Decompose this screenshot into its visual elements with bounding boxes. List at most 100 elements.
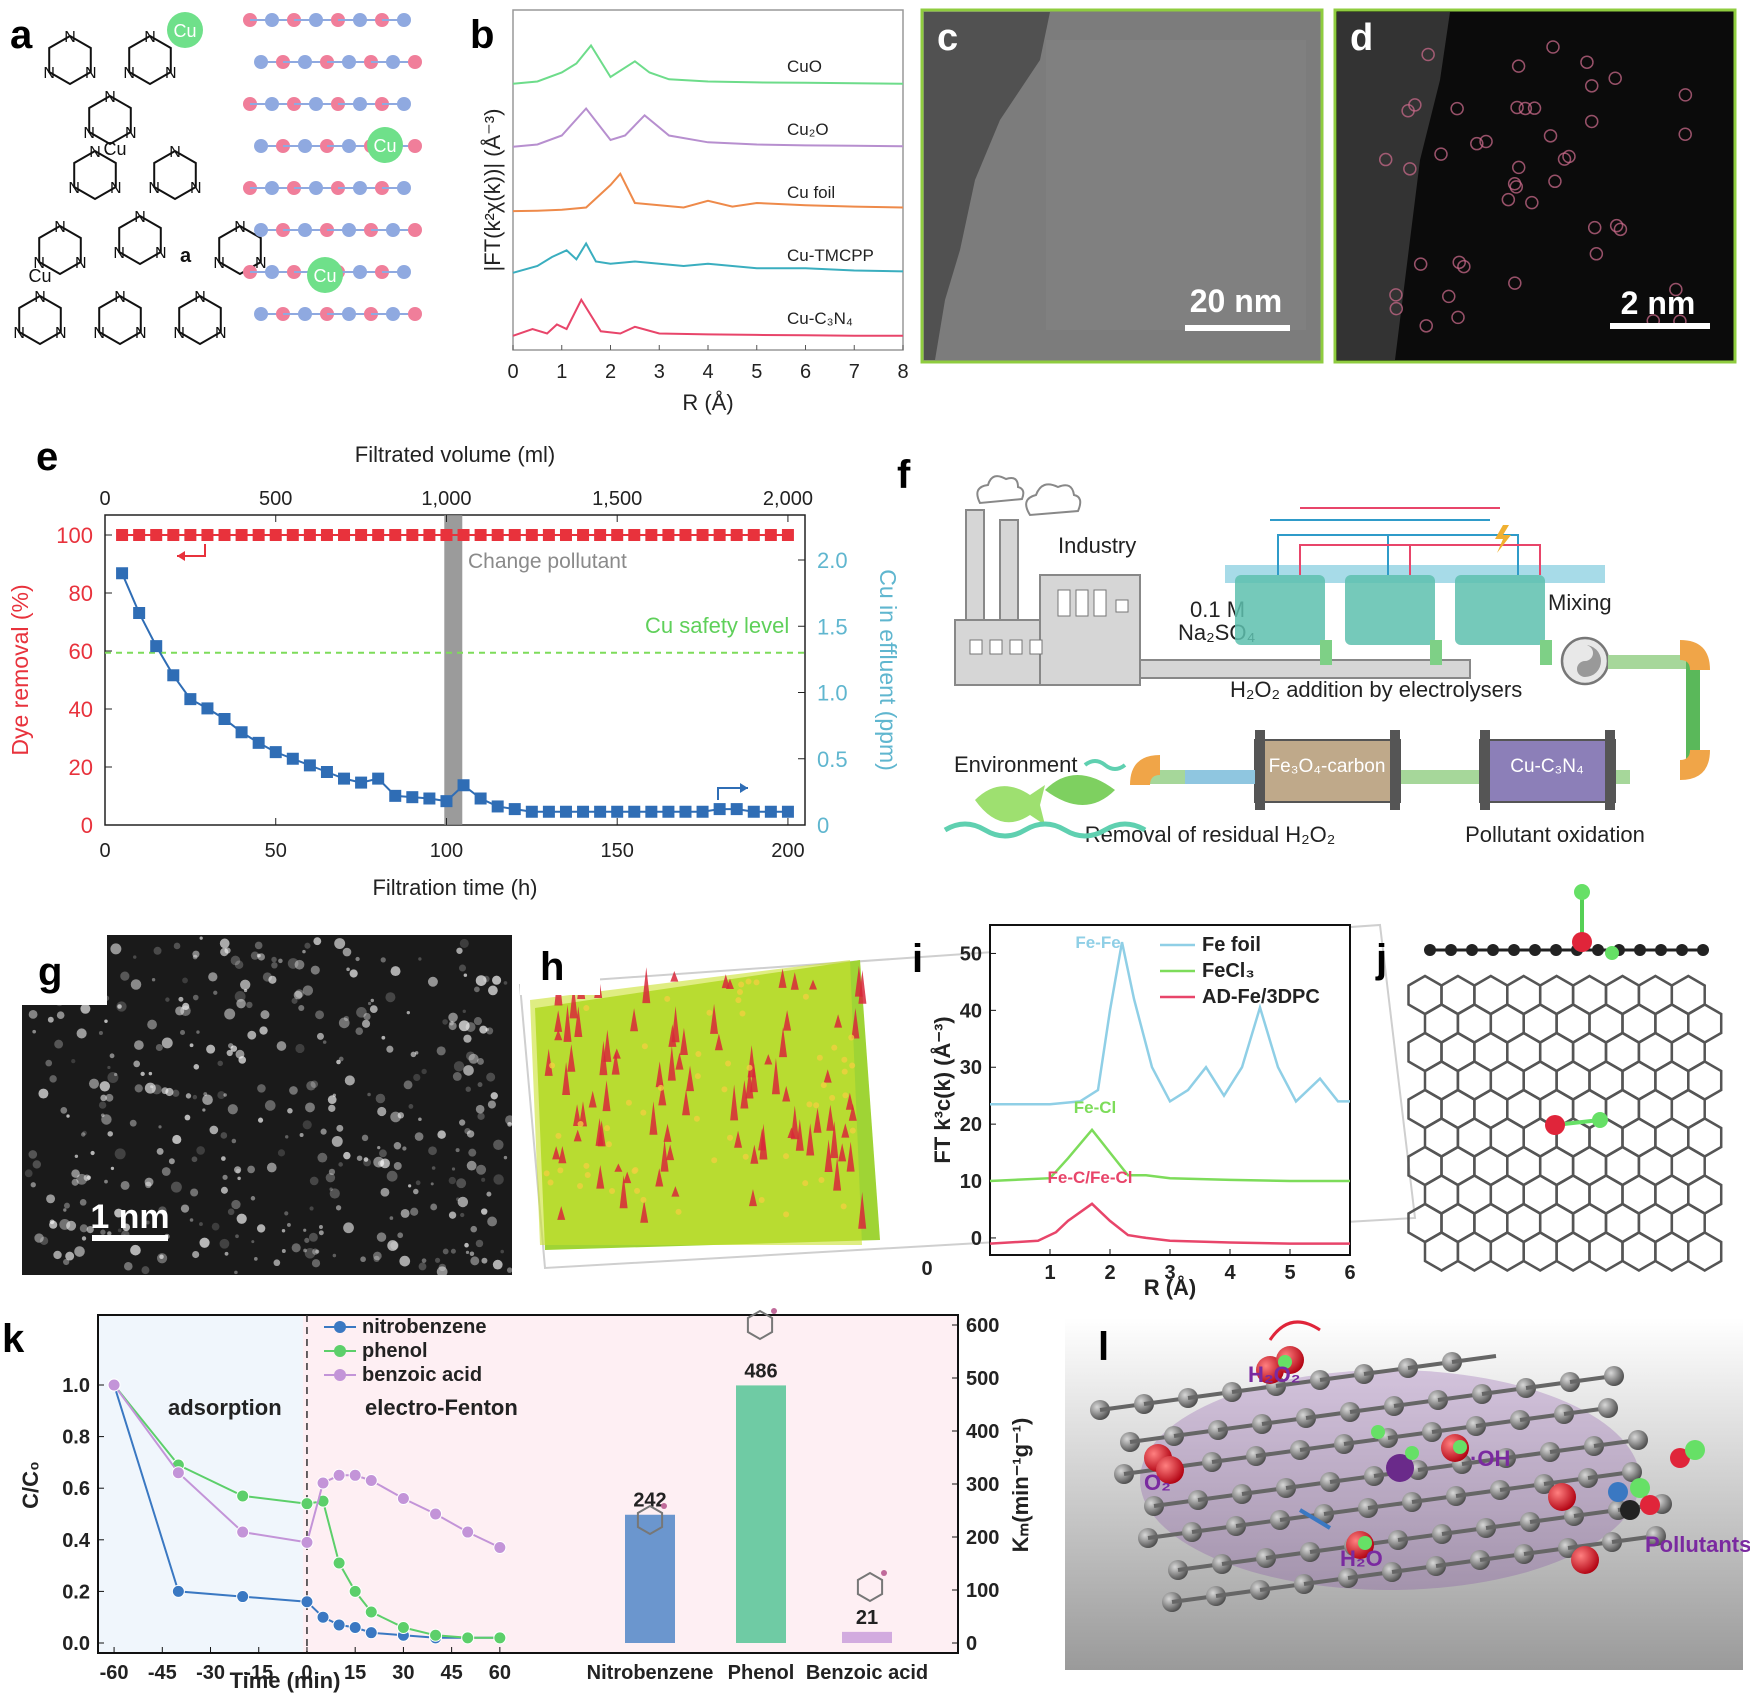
surface-speckle <box>849 1127 856 1134</box>
y-tick-label: 1.0 <box>62 1375 90 1397</box>
panel-d: 2 nm d <box>1333 8 1737 364</box>
intensity-peak <box>783 1010 792 1031</box>
bright-spot <box>344 1075 355 1086</box>
right-axis-arrowhead <box>740 783 748 793</box>
bright-spot <box>222 1174 228 1180</box>
bright-spot <box>361 1134 369 1142</box>
bright-spot <box>182 1002 190 1011</box>
bright-spot <box>100 1229 106 1235</box>
surface-speckle <box>657 1084 664 1091</box>
bright-spot <box>234 1166 242 1174</box>
concentration-point <box>364 1605 378 1619</box>
y-tick-label: 40 <box>960 1000 982 1022</box>
intensity-peak <box>660 1139 669 1172</box>
nitrogen-atom: N <box>213 255 225 272</box>
atom-circle <box>1408 98 1422 112</box>
bright-spot <box>134 1040 144 1050</box>
cu-effluent-point <box>611 805 624 818</box>
peak-annotation: Fe-C/Fe-Cl <box>1048 1168 1133 1187</box>
panel-b-frame <box>512 9 904 351</box>
x2-tick-label: 1,000 <box>421 488 471 510</box>
y-tick-label: 40 <box>69 697 93 722</box>
panel-k-ylabel: C/C₀ <box>18 1461 43 1509</box>
bright-spot <box>373 1255 380 1263</box>
bright-spot <box>402 1146 407 1151</box>
intensity-peak <box>554 1029 563 1041</box>
dye-removal-point <box>423 529 436 541</box>
bright-spot <box>434 1257 441 1263</box>
bright-spot <box>202 1108 206 1112</box>
atom-circle <box>1457 259 1471 274</box>
surface-speckle <box>738 981 745 988</box>
dye-removal-point <box>611 529 624 541</box>
nitrogen-atom: N <box>89 144 101 161</box>
bright-spot <box>356 1007 367 1018</box>
bright-spot <box>469 1251 475 1256</box>
bright-spot <box>114 1148 126 1160</box>
bright-spot <box>211 1222 220 1231</box>
panel-i: 1 2 3 4 5 6 0 10 20 30 40 50 Fe foil FeCl₃ AD-Fe/3DPC F… <box>912 924 1356 1300</box>
intensity-peak <box>841 1123 850 1138</box>
bright-spot <box>80 1003 91 1014</box>
panel-j: j <box>1375 884 1723 1272</box>
bright-spot <box>413 1188 419 1195</box>
bright-spot <box>158 1206 167 1215</box>
bright-spot <box>457 1196 469 1208</box>
triazine-ring <box>153 149 197 201</box>
bright-spot <box>156 1147 164 1155</box>
nitrogen-atom: N <box>75 255 87 272</box>
bright-spot <box>284 1211 289 1216</box>
surface-speckle <box>806 1101 813 1108</box>
bright-spot <box>328 1168 336 1176</box>
exafs-line <box>512 43 904 85</box>
site-label: a <box>180 245 192 267</box>
bright-spot <box>322 1040 327 1044</box>
nitrogen-atom: N <box>13 325 25 342</box>
bright-spot <box>196 1030 200 1034</box>
pollutant-atom <box>1608 1482 1628 1502</box>
concentration-point <box>316 1610 330 1624</box>
intensity-peaks <box>543 965 867 1229</box>
bright-spot <box>236 1213 247 1224</box>
bright-spot <box>355 1027 364 1035</box>
surface-speckle <box>849 1062 856 1069</box>
bright-spot <box>227 1208 235 1216</box>
surface-speckle <box>583 1162 590 1169</box>
peak-annotation: Fe-Fe <box>1075 933 1120 952</box>
bright-spot <box>291 997 298 1004</box>
dye-removal-point <box>730 529 743 541</box>
bright-spot <box>71 1178 79 1186</box>
x-tick-label: 1 <box>1044 1262 1055 1284</box>
surface-speckle <box>758 1196 765 1203</box>
intensity-peak <box>790 1105 799 1140</box>
cu-effluent-point <box>679 805 692 818</box>
adsorption-label: adsorption <box>168 1395 282 1420</box>
bright-spot <box>259 1026 268 1035</box>
panel-e-xlabel: Filtration time (h) <box>372 875 537 900</box>
bright-spot <box>220 1132 228 1139</box>
bright-spot <box>199 1237 210 1248</box>
intensity-peak <box>558 1145 567 1164</box>
bright-spot <box>492 1259 503 1270</box>
cu-label: Cu <box>313 266 336 286</box>
surface-speckle <box>557 1167 564 1174</box>
dye-removal-point <box>679 529 692 541</box>
x-tick-label: 0 <box>99 840 110 862</box>
bright-spot <box>451 1167 456 1171</box>
bright-spot <box>376 1232 387 1242</box>
triazine-ring <box>48 34 92 86</box>
bright-spot <box>289 1086 298 1095</box>
oxidation-label: Pollutant oxidation <box>1465 822 1645 847</box>
left-axis-arrow <box>177 544 206 557</box>
surface-speckle <box>640 1196 647 1203</box>
nitrogen-atom: N <box>144 29 156 46</box>
bright-spot <box>117 1228 122 1233</box>
panel-h: h <box>518 923 1417 1270</box>
intensity-peak <box>740 1080 749 1109</box>
cu-effluent-point <box>116 567 129 580</box>
bright-spot <box>393 1161 402 1170</box>
pipe-down <box>1686 660 1700 770</box>
bright-spot <box>378 1160 385 1167</box>
surface-speckle <box>802 1180 809 1187</box>
